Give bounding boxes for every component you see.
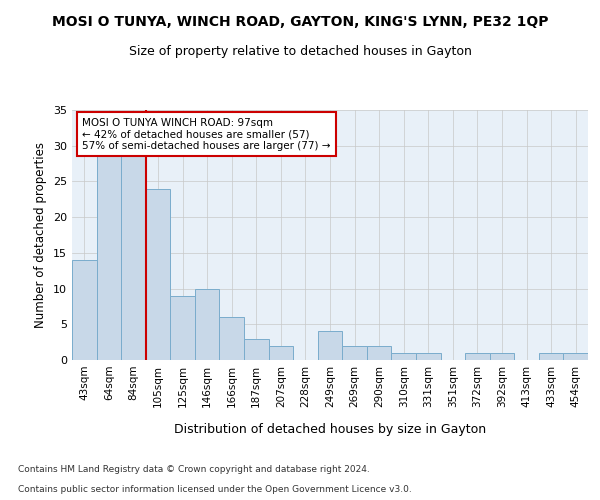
Bar [72,260,97,360]
Text: Distribution of detached houses by size in Gayton: Distribution of detached houses by size … [174,422,486,436]
Bar [367,346,391,360]
Bar [391,353,416,360]
Bar [416,353,440,360]
Bar [244,338,269,360]
Bar [539,353,563,360]
Bar [490,353,514,360]
Text: MOSI O TUNYA, WINCH ROAD, GAYTON, KING'S LYNN, PE32 1QP: MOSI O TUNYA, WINCH ROAD, GAYTON, KING'S… [52,15,548,29]
Text: Contains public sector information licensed under the Open Government Licence v3: Contains public sector information licen… [18,485,412,494]
Text: Contains HM Land Registry data © Crown copyright and database right 2024.: Contains HM Land Registry data © Crown c… [18,465,370,474]
Bar [220,317,244,360]
Bar [121,153,146,360]
Y-axis label: Number of detached properties: Number of detached properties [34,142,47,328]
Text: MOSI O TUNYA WINCH ROAD: 97sqm
← 42% of detached houses are smaller (57)
57% of : MOSI O TUNYA WINCH ROAD: 97sqm ← 42% of … [82,118,331,150]
Bar [170,296,195,360]
Text: Size of property relative to detached houses in Gayton: Size of property relative to detached ho… [128,45,472,58]
Bar [342,346,367,360]
Bar [318,332,342,360]
Bar [465,353,490,360]
Bar [97,153,121,360]
Bar [563,353,588,360]
Bar [195,288,220,360]
Bar [146,188,170,360]
Bar [269,346,293,360]
